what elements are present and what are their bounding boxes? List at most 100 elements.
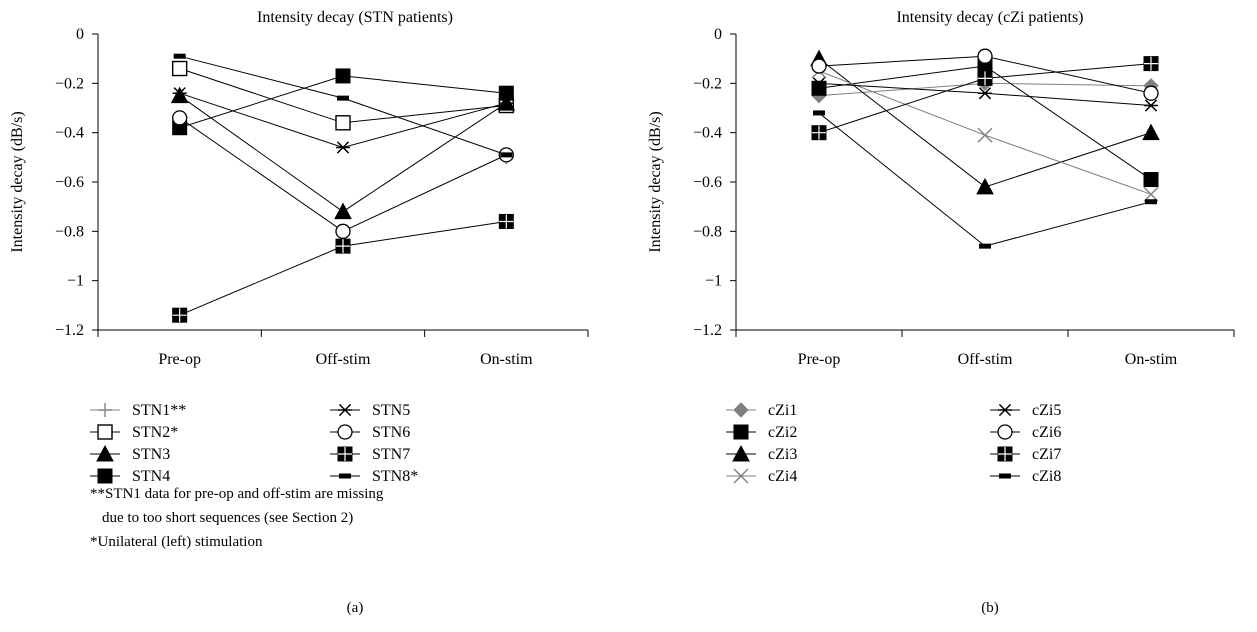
- legend-label: cZi6: [1032, 424, 1061, 441]
- y-tick-label: −0.2: [693, 75, 722, 92]
- legend-label: STN8*: [372, 468, 418, 485]
- legend-label: STN2*: [132, 424, 178, 441]
- legend-item: STN8*: [330, 468, 418, 485]
- data-point: [977, 127, 993, 143]
- legend-marker: [733, 402, 749, 418]
- data-point: [977, 70, 993, 86]
- legend-item: STN7: [330, 446, 410, 463]
- data-point: [172, 87, 187, 100]
- y-tick-label: −1: [705, 273, 722, 290]
- y-tick-label: −1: [67, 273, 84, 290]
- data-point: [1143, 85, 1159, 101]
- data-point: [1143, 186, 1159, 202]
- data-point: [335, 223, 351, 239]
- data-point: [498, 213, 514, 229]
- series-cZi6: [811, 48, 1159, 101]
- series-STN5: [172, 87, 514, 154]
- data-point: [337, 95, 349, 101]
- legend-item: cZi2: [726, 424, 797, 441]
- y-tick-label: −0.2: [55, 75, 84, 92]
- legend-item: cZi3: [726, 444, 797, 463]
- data-point: [335, 68, 351, 84]
- legend-item: cZi8: [990, 468, 1061, 485]
- data-point: [335, 238, 351, 254]
- series-cZi7: [811, 56, 1159, 141]
- series-line: [179, 95, 507, 213]
- y-tick-label: −0.4: [55, 125, 84, 142]
- legend-label: cZi2: [768, 424, 797, 441]
- data-point: [173, 53, 186, 59]
- legend-marker: [96, 444, 114, 462]
- legend-marker: [997, 446, 1013, 462]
- data-point: [171, 60, 188, 77]
- y-axis-label: Intensity decay (dB/s): [647, 111, 664, 252]
- legend-label: STN7: [372, 446, 410, 463]
- legend-item: STN1**: [90, 402, 186, 419]
- data-point: [811, 58, 827, 74]
- legend-label: cZi4: [768, 468, 797, 485]
- data-point: [172, 110, 188, 126]
- legend-marker: [97, 468, 113, 484]
- series-cZi8: [813, 110, 1157, 249]
- legend-label: STN3: [132, 446, 170, 463]
- data-point: [811, 125, 827, 141]
- legend-label: cZi5: [1032, 402, 1061, 419]
- data-point: [170, 86, 189, 104]
- legend-item: cZi7: [990, 446, 1061, 463]
- x-tick-label: Pre-op: [158, 351, 201, 368]
- x-tick-label: Off-stim: [316, 351, 371, 368]
- legend-label: cZi3: [768, 446, 797, 463]
- y-tick-label: −0.8: [55, 223, 84, 240]
- data-point: [813, 110, 825, 116]
- legend-item: STN6: [330, 424, 410, 441]
- data-point: [499, 96, 514, 110]
- panel-label: (b): [981, 600, 999, 616]
- y-tick-label: 0: [76, 26, 84, 43]
- data-point: [1143, 56, 1159, 72]
- y-axis-label: Intensity decay (dB/s): [9, 111, 26, 252]
- series-STN7: [172, 213, 514, 323]
- legend-marker: [997, 424, 1013, 440]
- legend-label: cZi8: [1032, 468, 1061, 485]
- legend-item: STN4: [90, 468, 170, 485]
- series-cZi4: [811, 63, 1159, 202]
- legend-marker: [732, 444, 750, 462]
- series-cZi5: [812, 77, 1158, 112]
- legend-item: cZi4: [726, 468, 797, 485]
- y-tick-label: −0.4: [693, 125, 722, 142]
- legend-marker: [999, 473, 1011, 479]
- legend-label: cZi1: [768, 402, 797, 419]
- legend-item: cZi6: [990, 424, 1061, 441]
- y-tick-label: −0.6: [55, 174, 84, 191]
- legend-marker: [338, 403, 352, 417]
- legend-label: cZi7: [1032, 446, 1061, 463]
- legend-marker: [97, 424, 113, 440]
- legend: STN1** STN2* STN3 STN4 STN5 STN6 STN7 STN8*: [90, 402, 418, 485]
- footnote: **STN1 data for pre-op and off-stim are …: [90, 486, 384, 502]
- legend-label: STN4: [132, 468, 170, 485]
- data-point: [977, 48, 993, 64]
- x-tick-label: On-stim: [480, 351, 533, 368]
- data-point: [1143, 172, 1159, 188]
- legend-marker: [337, 446, 353, 462]
- data-point: [811, 80, 827, 96]
- legend-item: STN2*: [90, 424, 178, 441]
- series-STN8: [173, 53, 513, 158]
- legend-marker: [337, 424, 353, 440]
- legend-item: cZi5: [990, 402, 1061, 419]
- x-tick-label: On-stim: [1125, 351, 1178, 368]
- data-point: [1145, 199, 1157, 205]
- data-point: [812, 77, 826, 90]
- chart-title: Intensity decay (cZi patients): [896, 9, 1083, 26]
- footnote: *Unilateral (left) stimulation: [90, 534, 263, 550]
- legend-label: STN6: [372, 424, 410, 441]
- data-point: [979, 243, 991, 249]
- legend-label: STN5: [372, 402, 410, 419]
- data-point: [978, 87, 992, 100]
- data-point: [172, 307, 188, 323]
- legend-marker: [733, 468, 749, 484]
- data-point: [336, 141, 350, 154]
- x-tick-label: Pre-op: [798, 351, 841, 368]
- y-tick-label: −1.2: [693, 322, 722, 339]
